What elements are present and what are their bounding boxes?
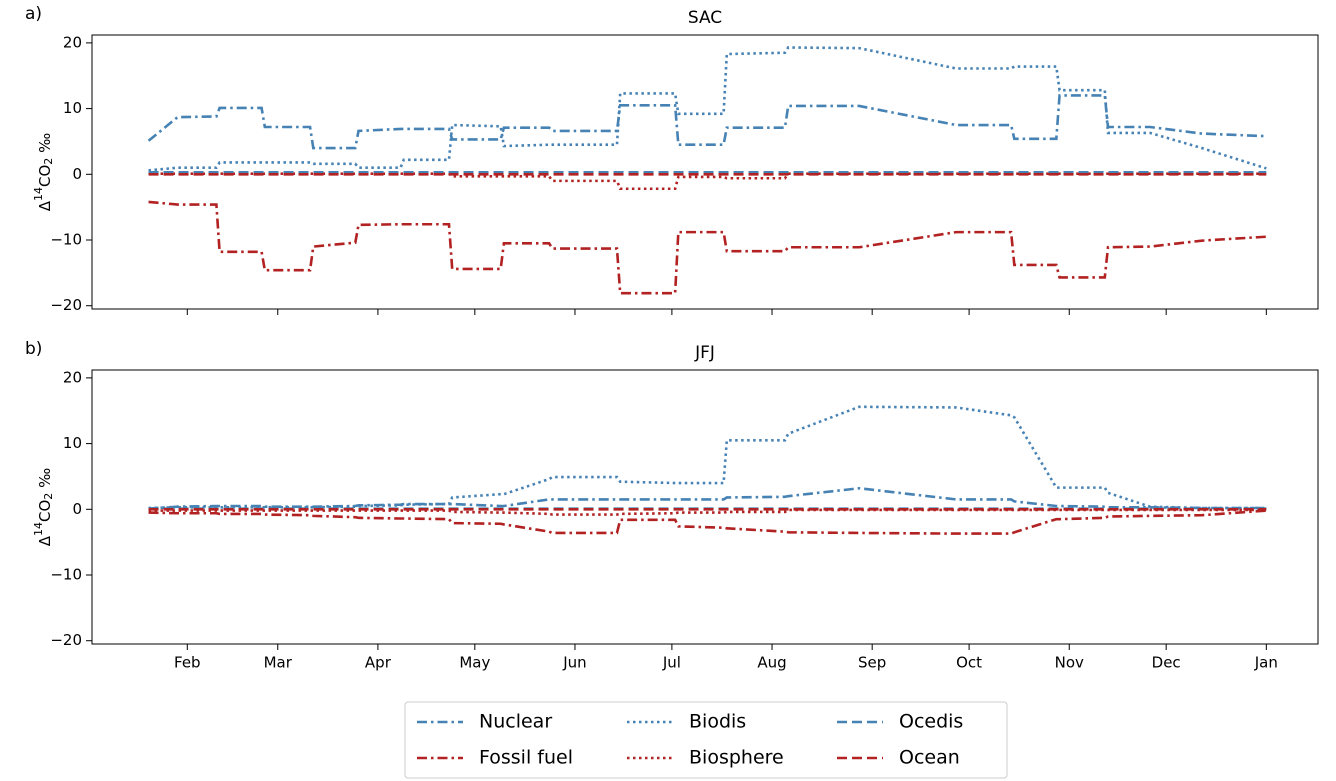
y-tick-label: −10 bbox=[50, 566, 82, 584]
y-axis-label-part: Δ bbox=[36, 200, 54, 211]
y-axis-label-part: 2 bbox=[42, 493, 55, 500]
y-tick-label: 10 bbox=[63, 434, 82, 452]
series-line bbox=[148, 508, 1267, 516]
series-line bbox=[147, 94, 1267, 150]
legend-label: Fossil fuel bbox=[479, 747, 573, 769]
series-line bbox=[148, 405, 1267, 510]
plot-frame bbox=[91, 369, 1319, 645]
series-line bbox=[148, 486, 1267, 510]
y-axis-label-part: Δ bbox=[36, 535, 54, 546]
y-axis-label-part: ‰ bbox=[36, 468, 54, 493]
x-tick-label: Jul bbox=[662, 654, 681, 672]
x-tick-label: Oct bbox=[956, 654, 982, 672]
y-tick-label: 20 bbox=[63, 33, 82, 51]
y-axis-label: Δ14CO2 ‰ bbox=[32, 133, 55, 211]
series-line bbox=[148, 172, 1267, 191]
panel-label: b) bbox=[25, 339, 42, 359]
chart-title: JFJ bbox=[694, 343, 715, 363]
y-tick-label: −10 bbox=[50, 231, 82, 249]
series-line bbox=[148, 509, 1267, 535]
x-tick-label: Feb bbox=[174, 654, 201, 672]
y-tick-label: 0 bbox=[72, 500, 82, 518]
y-axis-label-part: CO bbox=[36, 500, 54, 522]
y-tick-label: −20 bbox=[50, 296, 82, 314]
x-tick-label: Jan bbox=[1254, 654, 1278, 672]
legend-label: Biosphere bbox=[689, 747, 784, 769]
legend-label: Ocedis bbox=[899, 711, 963, 733]
x-tick-label: Mar bbox=[264, 654, 293, 672]
x-tick-label: Aug bbox=[757, 654, 786, 672]
x-tick-label: Dec bbox=[1152, 654, 1181, 672]
panel-label: a) bbox=[25, 4, 42, 24]
y-axis-label-part: CO bbox=[36, 165, 54, 187]
x-tick-label: May bbox=[459, 654, 490, 672]
y-axis-label-part: 14 bbox=[32, 522, 45, 536]
legend-label: Nuclear bbox=[479, 711, 552, 733]
y-axis-label-part: 2 bbox=[42, 158, 55, 165]
y-axis-label-part: 14 bbox=[32, 187, 45, 201]
legend-label: Ocean bbox=[899, 747, 960, 769]
y-tick-label: 0 bbox=[72, 165, 82, 183]
legend-label: Biodis bbox=[689, 711, 746, 733]
x-tick-label: Nov bbox=[1055, 654, 1084, 672]
y-tick-label: 10 bbox=[63, 99, 82, 117]
x-tick-label: Jun bbox=[562, 654, 586, 672]
series-line bbox=[148, 200, 1267, 295]
y-tick-label: 20 bbox=[63, 368, 82, 386]
plot-frame bbox=[91, 34, 1319, 310]
series-line bbox=[148, 46, 1267, 172]
x-tick-label: Sep bbox=[858, 654, 886, 672]
chart-title: SAC bbox=[688, 8, 722, 28]
y-axis-label: Δ14CO2 ‰ bbox=[32, 468, 55, 546]
y-axis-label-part: ‰ bbox=[36, 133, 54, 158]
x-tick-label: Apr bbox=[365, 654, 392, 672]
y-tick-label: −20 bbox=[50, 631, 82, 649]
